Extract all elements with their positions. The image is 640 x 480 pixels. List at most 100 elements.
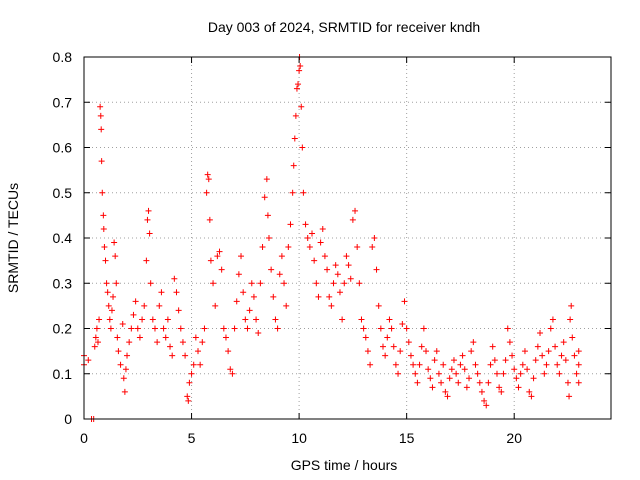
x-tick-label: 10 <box>291 430 307 446</box>
data-point <box>405 339 412 346</box>
data-point <box>108 307 115 314</box>
data-point <box>568 302 575 309</box>
data-point <box>377 325 384 332</box>
data-point <box>339 316 346 323</box>
data-point <box>218 266 225 273</box>
data-point <box>545 348 552 355</box>
data-point <box>192 334 199 341</box>
data-point <box>384 334 391 341</box>
data-point <box>491 357 498 364</box>
data-point <box>504 325 511 332</box>
x-tick-label: 20 <box>506 430 522 446</box>
data-point <box>564 379 571 386</box>
y-tick-label: 0.6 <box>53 140 73 156</box>
data-point <box>184 393 191 400</box>
data-point <box>244 325 251 332</box>
data-point <box>175 307 182 314</box>
data-point <box>115 348 122 355</box>
data-point <box>98 126 105 133</box>
data-point <box>128 325 135 332</box>
data-point <box>341 280 348 287</box>
data-point <box>121 388 128 395</box>
data-point <box>257 280 264 287</box>
data-point <box>407 352 414 359</box>
data-point <box>263 176 270 183</box>
data-point <box>136 334 143 341</box>
data-point <box>287 221 294 228</box>
data-point <box>139 316 146 323</box>
data-point <box>130 311 137 318</box>
data-point <box>444 393 451 400</box>
data-point <box>528 393 535 400</box>
data-point <box>240 289 247 296</box>
data-point <box>291 135 298 142</box>
data-point <box>362 334 369 341</box>
data-point <box>296 67 303 74</box>
data-point <box>255 330 262 337</box>
data-point <box>399 320 406 327</box>
data-point <box>349 216 356 223</box>
y-axis-label: SRMTID / TECUs <box>5 183 21 293</box>
data-point <box>144 216 151 223</box>
data-point <box>278 253 285 260</box>
data-point <box>395 370 402 377</box>
data-point <box>100 212 107 219</box>
data-point <box>319 225 326 232</box>
data-point <box>100 225 107 232</box>
data-point <box>330 280 337 287</box>
data-point <box>450 357 457 364</box>
x-tick-labels: 0 5 10 15 20 <box>80 430 522 446</box>
data-point <box>423 348 430 355</box>
data-point <box>298 103 305 110</box>
data-point <box>500 370 507 377</box>
data-point <box>498 388 505 395</box>
data-point <box>455 379 462 386</box>
data-point <box>558 352 565 359</box>
data-point <box>554 361 561 368</box>
data-point <box>485 379 492 386</box>
data-point <box>207 257 214 264</box>
x-tick-label: 0 <box>80 430 88 446</box>
data-point <box>483 402 490 409</box>
data-point <box>352 207 359 214</box>
data-point <box>156 302 163 309</box>
data-point <box>173 289 180 296</box>
data-point <box>371 235 378 241</box>
data-point <box>489 343 496 350</box>
data-point <box>268 266 275 273</box>
data-point <box>315 293 322 300</box>
data-point <box>276 271 283 278</box>
data-point <box>334 271 341 278</box>
data-point <box>105 302 112 309</box>
data-point <box>295 81 302 88</box>
data-point <box>96 316 103 323</box>
data-point <box>390 343 397 350</box>
data-point <box>92 334 99 341</box>
data-point <box>517 370 524 377</box>
data-point <box>549 316 556 323</box>
y-tick-label: 0.2 <box>53 321 73 337</box>
data-point <box>110 293 117 300</box>
data-point <box>231 325 238 332</box>
data-point <box>448 366 455 373</box>
data-point <box>134 325 141 332</box>
data-point <box>321 253 328 260</box>
data-point <box>515 384 522 391</box>
data-point <box>397 348 404 355</box>
data-point <box>420 325 427 332</box>
data-point <box>261 194 268 201</box>
data-point <box>373 266 380 273</box>
data-point <box>93 325 100 332</box>
data-point <box>146 230 153 237</box>
data-point <box>446 375 453 382</box>
y-tick-label: 0.7 <box>53 94 73 110</box>
data-point <box>547 325 554 332</box>
data-point <box>238 253 245 260</box>
data-point <box>476 379 483 386</box>
data-point <box>285 244 292 251</box>
data-point <box>438 379 445 386</box>
axis-ticks <box>83 56 611 420</box>
data-point <box>158 289 165 296</box>
data-point <box>442 388 449 395</box>
